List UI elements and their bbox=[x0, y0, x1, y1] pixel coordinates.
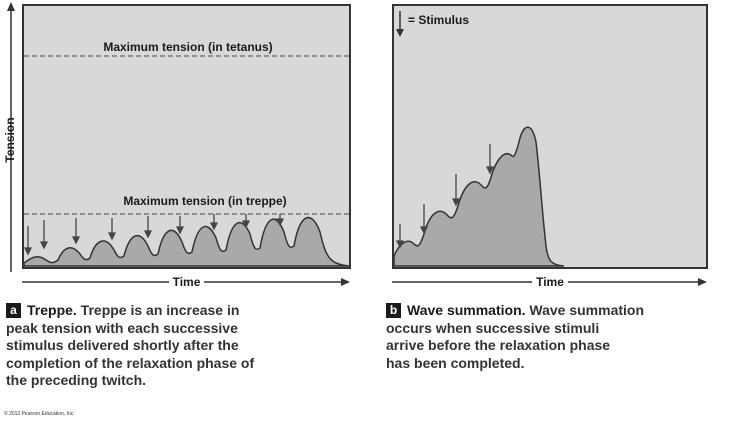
treppe-caption: a Treppe. Treppe is an increase in peak t… bbox=[6, 302, 376, 390]
tension-axis-arrow bbox=[7, 2, 15, 272]
stimulus-arrow-icon bbox=[396, 11, 404, 37]
treppe-caption-title: Treppe. bbox=[27, 302, 77, 318]
treppe-caption-line-2: peak tension with each successive bbox=[6, 319, 238, 336]
wave-caption-title: Wave summation. bbox=[407, 302, 526, 318]
copyright-notice: © 2013 Pearson Education, Inc. bbox=[4, 411, 75, 417]
treppe-graph bbox=[24, 55, 349, 267]
treppe-caption-line-3: stimulus delivered shortly after the bbox=[6, 337, 239, 353]
wave-caption-line-4: has been completed. bbox=[386, 354, 525, 371]
panel-b-badge: b bbox=[386, 303, 401, 318]
wave-summation-graph-panel: = Stimulus bbox=[392, 4, 708, 269]
treppe-caption-line-4: completion of the relaxation phase of bbox=[6, 354, 255, 371]
stimulus-arrows bbox=[24, 214, 285, 256]
stimulus-arrows bbox=[395, 144, 495, 249]
panel-a-badge: a bbox=[6, 303, 21, 318]
treppe-tension-curve bbox=[24, 216, 349, 267]
wave-summation-caption: b Wave summation. Wave summation occurs w… bbox=[386, 302, 726, 372]
tension-axis-label: Tension bbox=[3, 117, 17, 163]
treppe-caption-line-5: the preceding twitch. bbox=[6, 372, 147, 388]
time-axis-b: Time bbox=[392, 272, 708, 292]
tetanus-max-label: Maximum tension (in tetanus) bbox=[103, 40, 273, 54]
wave-caption-line-1: b Wave summation. Wave summation bbox=[386, 302, 726, 320]
wave-summation-graph bbox=[394, 126, 565, 267]
time-axis-a: Time bbox=[22, 272, 351, 292]
treppe-caption-line-1: a Treppe. Treppe is an increase in bbox=[6, 302, 376, 320]
time-axis-label-b: Time bbox=[532, 275, 568, 289]
treppe-graph-panel: Maximum tension (in tetanus) Maximum ten… bbox=[22, 4, 351, 269]
treppe-max-label: Maximum tension (in treppe) bbox=[123, 194, 287, 208]
wave-caption-line-2: occurs when successive stimuli bbox=[386, 319, 600, 336]
wave-summation-curve bbox=[394, 126, 565, 267]
time-axis-label-a: Time bbox=[168, 275, 205, 289]
stimulus-legend: = Stimulus bbox=[394, 10, 469, 38]
wave-caption-line-3: arrive before the relaxation phase bbox=[386, 337, 611, 353]
stimulus-legend-label: = Stimulus bbox=[408, 13, 470, 27]
